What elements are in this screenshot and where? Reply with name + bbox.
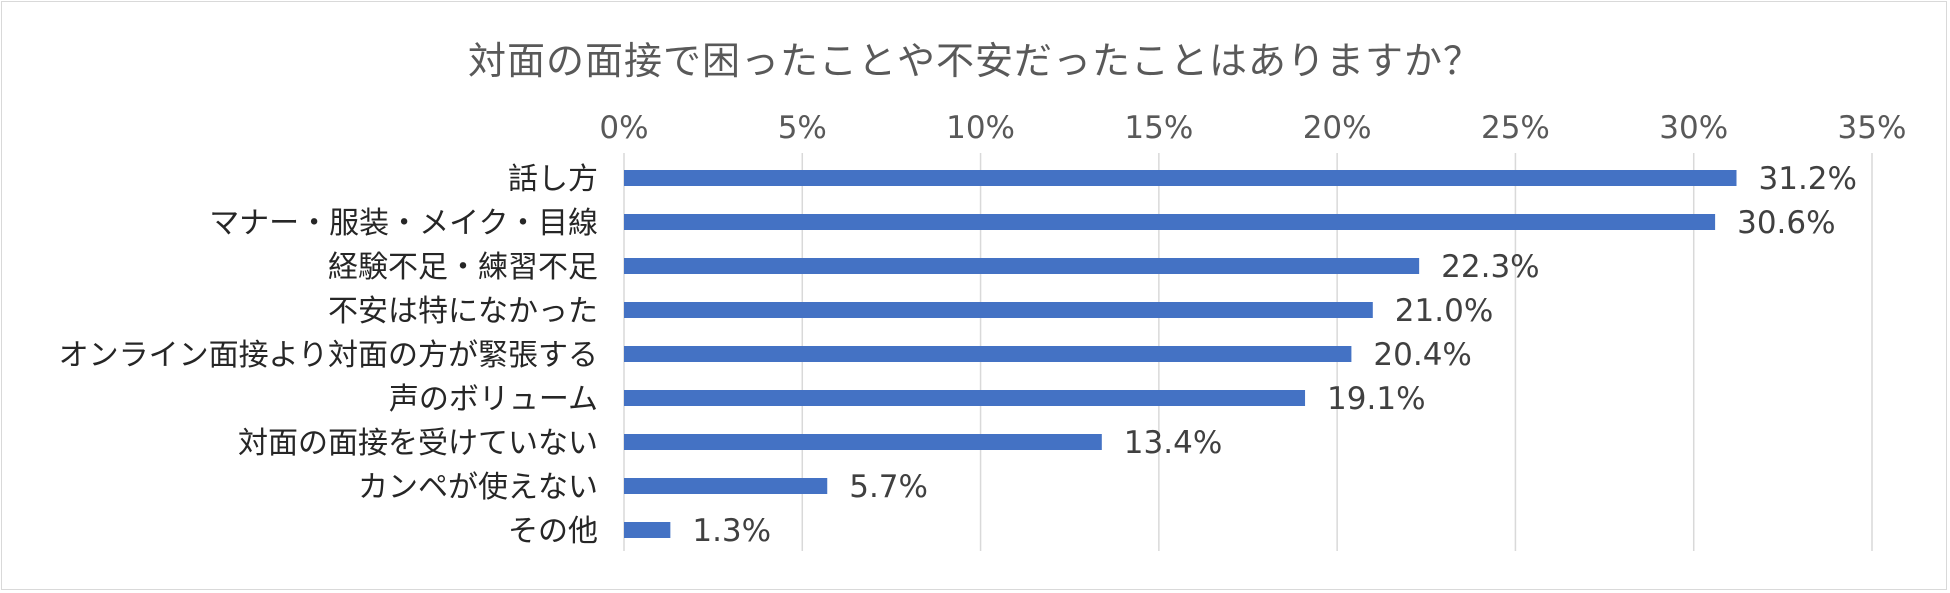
data-label: 19.1%	[1327, 381, 1425, 417]
x-tick-label: 0%	[599, 110, 648, 146]
bar	[624, 478, 828, 494]
category-label: 不安は特になかった	[328, 294, 598, 329]
category-label: カンペが使えない	[358, 470, 598, 505]
x-tick-label: 10%	[946, 110, 1015, 146]
data-labels: 31.2% 30.6% 22.3% 21.0% 20.4% 19.1% 13.4% 5.7% 1…	[692, 161, 1857, 549]
x-tick-label: 15%	[1124, 110, 1193, 146]
bars	[624, 170, 1737, 538]
bar	[624, 258, 1420, 274]
bar	[624, 434, 1102, 450]
x-tick-label: 20%	[1303, 110, 1372, 146]
category-label: その他	[508, 514, 598, 549]
x-tick-label: 25%	[1481, 110, 1550, 146]
data-label: 13.4%	[1124, 425, 1222, 461]
category-label: マナー・服装・メイク・目線	[209, 206, 598, 241]
x-tick-label: 30%	[1659, 110, 1728, 146]
data-label: 30.6%	[1737, 205, 1835, 241]
bar	[624, 346, 1352, 362]
data-label: 22.3%	[1441, 249, 1539, 285]
x-tick-label: 35%	[1838, 110, 1907, 146]
category-label: オンライン面接より対面の方が緊張する	[59, 338, 598, 373]
bar	[624, 302, 1373, 318]
bar	[624, 390, 1306, 406]
bar	[624, 522, 671, 538]
chart-title: 対面の面接で困ったことや不安だったことはありますか？	[467, 39, 1482, 83]
bar	[624, 214, 1716, 230]
x-tick-label: 5%	[778, 110, 827, 146]
category-label: 経験不足・練習不足	[328, 250, 598, 285]
category-label: 話し方	[508, 162, 598, 197]
data-label: 31.2%	[1759, 161, 1857, 197]
x-axis-ticks: 0% 5% 10% 15% 20% 25% 30% 35%	[599, 110, 1906, 146]
category-label: 対面の面接を受けていない	[238, 426, 598, 461]
data-label: 20.4%	[1373, 337, 1471, 373]
data-label: 1.3%	[692, 513, 771, 549]
data-label: 5.7%	[849, 469, 928, 505]
category-label: 声のボリューム	[389, 382, 598, 417]
category-labels: 話し方マナー・服装・メイク・目線経験不足・練習不足不安は特になかったオンライン面…	[59, 162, 598, 549]
data-label: 21.0%	[1395, 293, 1493, 329]
bar	[624, 170, 1737, 186]
